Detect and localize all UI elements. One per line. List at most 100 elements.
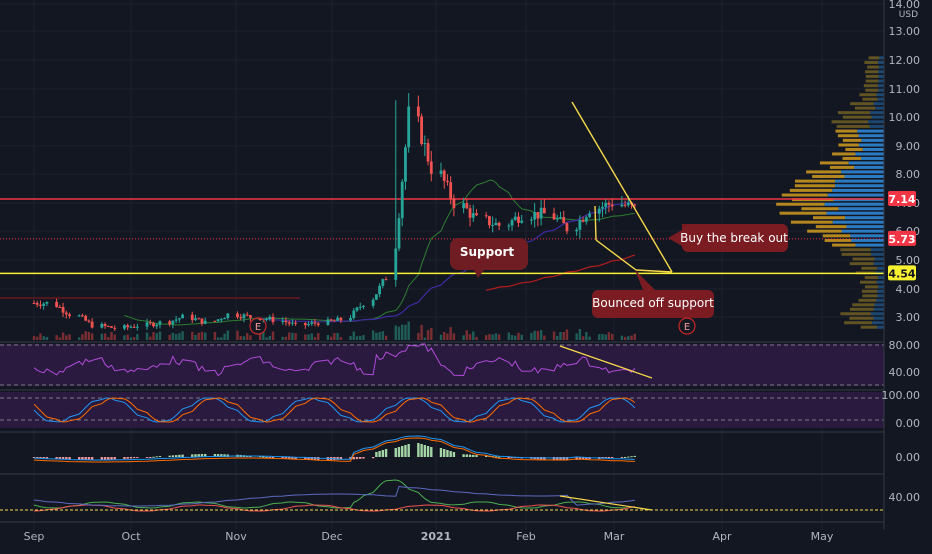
volume-bar: [446, 334, 448, 340]
candle-body: [236, 313, 239, 317]
candle-body: [498, 223, 501, 226]
volume-profile-bar: [862, 290, 878, 293]
volume-bar: [223, 334, 225, 340]
candle-body: [362, 306, 365, 307]
candle-body: [398, 218, 401, 248]
candle-body: [536, 212, 539, 219]
macd-histogram-bar: [378, 451, 380, 457]
macd-histogram-bar: [385, 449, 387, 457]
earnings-label: E: [255, 322, 261, 333]
volume-profile-bar: [795, 180, 835, 183]
candle-body: [91, 322, 94, 328]
volume-profile-bar: [855, 244, 884, 247]
volume-profile-bar: [877, 326, 884, 329]
macd-histogram-bar: [608, 457, 610, 458]
volume-bar: [336, 333, 338, 340]
volume-bar: [243, 336, 245, 340]
volume-bar: [491, 334, 493, 340]
candle-body: [491, 225, 494, 226]
volume-bar: [191, 332, 193, 340]
candle-body: [55, 302, 58, 307]
time-tick-label: 2021: [421, 530, 452, 543]
candle-body: [39, 305, 42, 306]
volume-profile-bar: [874, 303, 884, 306]
macd-histogram-bar: [621, 457, 623, 458]
volume-bar: [440, 335, 442, 340]
macd-histogram-bar: [130, 457, 132, 458]
candle-body: [62, 307, 65, 313]
macd-histogram-bar: [107, 457, 109, 460]
macd-histogram-bar: [472, 455, 474, 457]
candle-body: [540, 208, 543, 219]
candle-body: [608, 203, 611, 205]
candle-body: [136, 327, 139, 328]
volume-bar: [605, 335, 607, 340]
macd-histogram-bar: [175, 455, 177, 457]
volume-bar: [420, 325, 422, 340]
volume-profile-bar: [869, 56, 880, 59]
volume-bar: [634, 334, 636, 340]
price-axis[interactable]: 14.0013.0012.0011.0010.009.008.007.006.0…: [882, 0, 932, 550]
volume-profile-bar: [859, 299, 877, 302]
macd-histogram-bar: [469, 455, 471, 457]
volume-bar: [123, 335, 125, 340]
volume-profile-bar: [877, 294, 884, 297]
volume-bar: [294, 333, 296, 340]
volume-profile-bar: [838, 144, 858, 147]
volume-bar: [563, 332, 565, 340]
volume-bar: [178, 333, 180, 340]
time-tick-label: Apr: [712, 530, 732, 543]
macd-histogram-bar: [630, 456, 632, 457]
candle-body: [181, 315, 184, 319]
time-tick-label: Dec: [321, 530, 342, 543]
volume-bar: [378, 332, 380, 340]
volume-bar: [407, 321, 409, 340]
candle-body: [627, 203, 630, 206]
candle-body: [126, 325, 129, 327]
macd-histogram-bar: [611, 457, 613, 458]
candle-body: [507, 226, 510, 227]
candle-body: [288, 322, 291, 323]
volume-bar: [553, 331, 555, 340]
candle-body: [104, 324, 107, 326]
volume-profile-bar: [868, 120, 884, 123]
candle-body: [149, 322, 152, 323]
candle-body: [352, 311, 355, 318]
candle-body: [168, 321, 171, 324]
candle-body: [530, 220, 533, 221]
candle-body: [485, 215, 488, 216]
trend-line-segment: [595, 206, 596, 240]
time-tick-label: Mar: [604, 530, 625, 543]
volume-bar: [46, 337, 48, 340]
volume-bar: [314, 337, 316, 340]
candle-body: [310, 322, 313, 324]
candle-body: [420, 116, 423, 144]
candle-body: [217, 319, 220, 321]
volume-profile-bar: [840, 312, 871, 315]
volume-bar: [88, 332, 90, 340]
time-tick-label: Nov: [225, 530, 247, 543]
macd-histogram-bar: [427, 446, 429, 457]
volume-profile-bar: [833, 221, 884, 224]
candle-body: [249, 315, 252, 318]
macd-histogram-bar: [407, 444, 409, 457]
candle-body: [36, 303, 39, 305]
volume-profile-bar: [825, 239, 852, 242]
candle-body: [113, 328, 116, 329]
volume-profile-bar: [857, 130, 884, 133]
volume-bar: [424, 338, 426, 340]
price-tick-label: 13.00: [889, 25, 921, 38]
volume-bar: [62, 332, 64, 340]
candle-body: [475, 213, 478, 215]
candle-body: [553, 213, 556, 219]
volume-bar: [398, 327, 400, 340]
volume-bar: [194, 335, 196, 340]
macd-histogram-bar: [55, 457, 57, 459]
volume-profile-bar: [852, 303, 874, 306]
volume-bar: [330, 337, 332, 340]
candle-body: [578, 220, 581, 230]
price-tick-label: 11.00: [889, 83, 921, 96]
volume-bar: [627, 336, 629, 340]
